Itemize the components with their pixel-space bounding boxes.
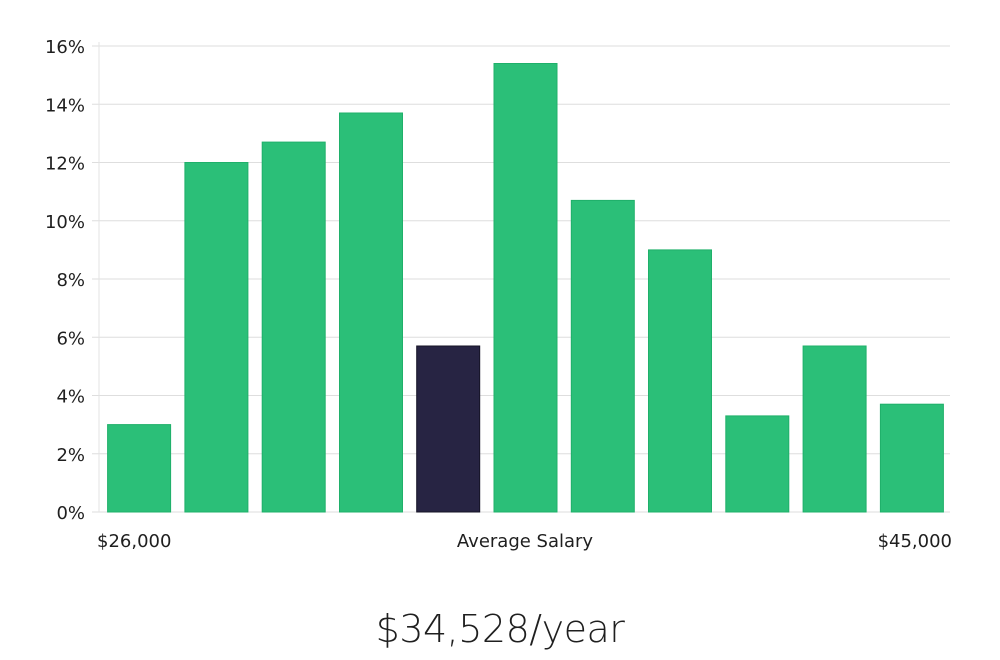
bars [107,63,944,513]
y-tick-label: 10% [45,212,85,233]
bar [339,112,403,513]
y-tick-label: 4% [56,387,85,408]
bar [493,63,558,513]
y-tick-label: 16% [45,37,85,58]
bar-highlight [416,345,481,513]
salary-distribution-chart: 0% 2% 4% 6% 8% 10% 12% 14% 16% $26,000 Average S… [45,37,952,552]
x-axis-right-label: $45,000 [878,531,952,552]
y-axis-ticks: 0% 2% 4% 6% 8% 10% 12% 14% 16% [45,37,85,524]
bar [184,162,249,513]
bar [879,403,944,513]
y-tick-label: 6% [56,328,85,349]
bar [725,415,790,513]
y-tick-label: 2% [56,445,85,466]
y-tick-label: 12% [45,154,85,175]
bar [570,199,635,513]
average-salary-value: $34,528/year [375,607,625,651]
y-tick-label: 8% [56,270,85,291]
x-axis-center-label: Average Salary [457,531,594,552]
y-tick-label: 0% [56,503,85,524]
bar [802,345,867,513]
bar [261,141,326,513]
y-tick-label: 14% [45,95,85,116]
bar [107,424,172,513]
x-axis-left-label: $26,000 [97,531,171,552]
bar [648,249,712,513]
